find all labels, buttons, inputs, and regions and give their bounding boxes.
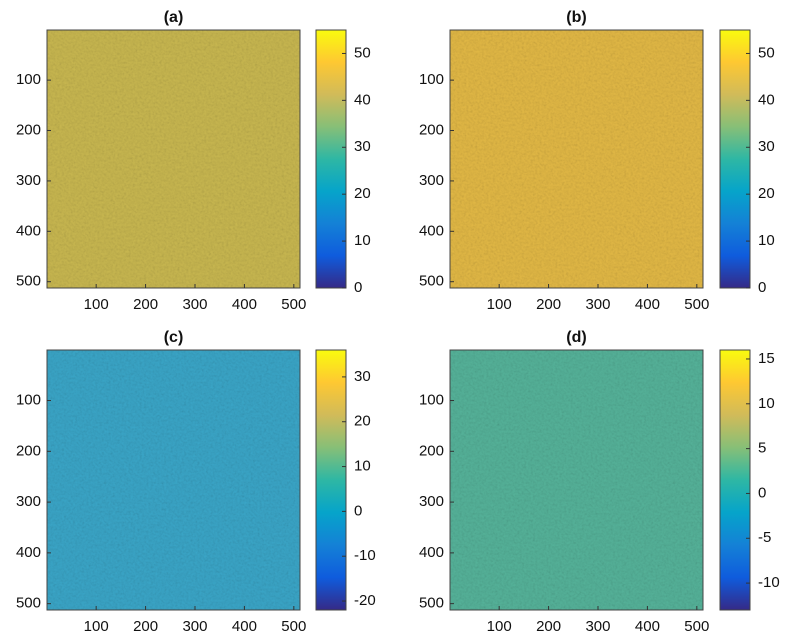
colorbar — [719, 349, 751, 611]
x-tick-label: 300 — [182, 618, 207, 635]
image-texture — [450, 350, 703, 610]
x-tick-label: 100 — [84, 296, 109, 313]
colorbar-tick-label: 10 — [354, 232, 371, 249]
y-tick-label: 200 — [16, 442, 41, 459]
colorbar — [315, 29, 347, 289]
colorbar — [315, 349, 347, 611]
x-tick-label: 200 — [536, 296, 561, 313]
axes-frame — [46, 29, 301, 289]
y-tick-label: 300 — [16, 493, 41, 510]
x-tick-label: 400 — [635, 618, 660, 635]
x-tick-label: 400 — [635, 296, 660, 313]
x-tick-label: 100 — [487, 618, 512, 635]
x-tick-label: 200 — [133, 618, 158, 635]
axes-frame — [46, 349, 301, 611]
y-tick-label: 500 — [419, 273, 444, 290]
y-tick-label: 100 — [16, 71, 41, 88]
y-tick-label: 200 — [419, 442, 444, 459]
image-texture — [47, 30, 300, 288]
y-tick-label: 200 — [419, 121, 444, 138]
colorbar-tick-label: 0 — [354, 502, 362, 519]
colorbar-tick-label: 10 — [758, 395, 775, 412]
panel-title: (b) — [566, 9, 586, 26]
image-texture — [450, 30, 703, 288]
colorbar-tick-label: 0 — [758, 279, 766, 296]
y-tick-label: 100 — [16, 391, 41, 408]
panel-title: (d) — [566, 329, 586, 346]
x-tick-label: 500 — [684, 618, 709, 635]
x-tick-label: 300 — [182, 296, 207, 313]
x-tick-label: 300 — [585, 296, 610, 313]
colorbar-tick-label: 20 — [354, 185, 371, 202]
y-tick-label: 500 — [16, 595, 41, 612]
colorbar — [719, 29, 751, 289]
x-tick-label: 300 — [585, 618, 610, 635]
y-tick-label: 500 — [16, 273, 41, 290]
y-tick-label: 100 — [419, 71, 444, 88]
colorbar-tick-label: 10 — [758, 232, 775, 249]
panel-title: (c) — [164, 329, 184, 346]
y-tick-label: 500 — [419, 595, 444, 612]
y-tick-label: 400 — [16, 544, 41, 561]
y-tick-label: 300 — [419, 172, 444, 189]
colorbar-tick-label: 30 — [758, 138, 775, 155]
colorbar-tick-label: 30 — [354, 368, 371, 385]
x-tick-label: 400 — [232, 296, 257, 313]
x-tick-label: 200 — [536, 618, 561, 635]
colorbar-tick-label: -10 — [354, 547, 376, 564]
y-tick-label: 400 — [16, 222, 41, 239]
colorbar-tick-label: -10 — [758, 574, 780, 591]
colorbar-tick-label: 15 — [758, 350, 775, 367]
panel-title: (a) — [164, 9, 184, 26]
x-tick-label: 500 — [281, 618, 306, 635]
colorbar-tick-label: 50 — [354, 44, 371, 61]
colorbar-tick-label: 50 — [758, 44, 775, 61]
image-texture — [47, 350, 300, 610]
colorbar-tick-label: 40 — [758, 91, 775, 108]
y-tick-label: 300 — [16, 172, 41, 189]
colorbar-tick-label: 0 — [758, 484, 766, 501]
colorbar-tick-label: -20 — [354, 592, 376, 609]
y-tick-label: 200 — [16, 121, 41, 138]
colorbar-tick-label: 0 — [354, 279, 362, 296]
colorbar-tick-label: 40 — [354, 91, 371, 108]
y-tick-label: 100 — [419, 391, 444, 408]
colorbar-tick-label: 10 — [354, 458, 371, 475]
colorbar-tick-label: 30 — [354, 138, 371, 155]
axes-frame — [449, 349, 704, 611]
x-tick-label: 100 — [84, 618, 109, 635]
axes-frame — [449, 29, 704, 289]
y-tick-label: 400 — [419, 222, 444, 239]
y-tick-label: 400 — [419, 544, 444, 561]
x-tick-label: 200 — [133, 296, 158, 313]
colorbar-tick-label: 5 — [758, 440, 766, 457]
x-tick-label: 400 — [232, 618, 257, 635]
colorbar-tick-label: 20 — [758, 185, 775, 202]
colorbar-tick-label: -5 — [758, 529, 771, 546]
x-tick-label: 500 — [281, 296, 306, 313]
y-tick-label: 300 — [419, 493, 444, 510]
x-tick-label: 100 — [487, 296, 512, 313]
x-tick-label: 500 — [684, 296, 709, 313]
colorbar-tick-label: 20 — [354, 413, 371, 430]
